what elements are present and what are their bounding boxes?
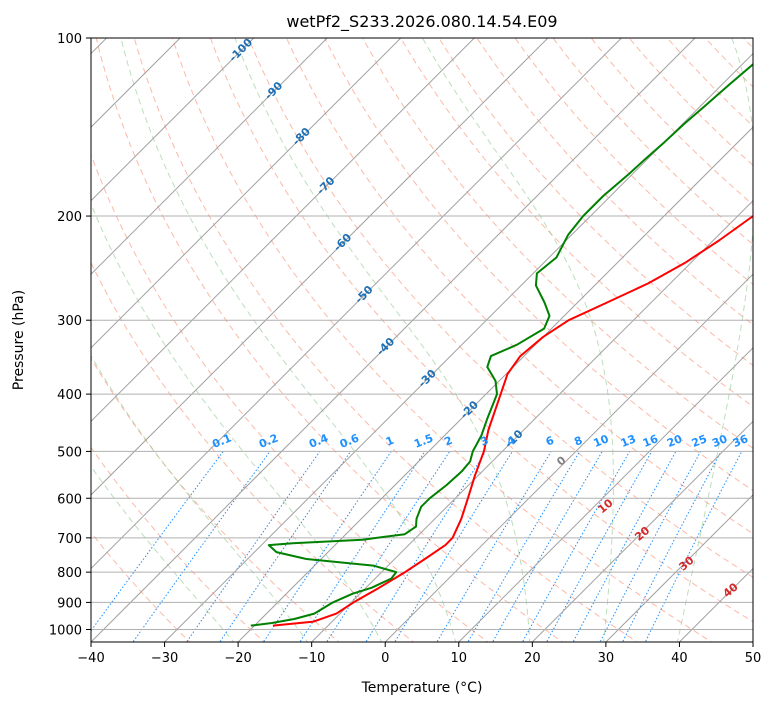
isotherm-line <box>458 347 753 642</box>
mixing-ratio-label: 20 <box>665 432 684 450</box>
chart-title: wetPf2_S233.2026.080.14.54.E09 <box>286 12 557 32</box>
mixing-ratio-line <box>622 451 722 642</box>
mixing-ratio-label: 13 <box>619 432 638 450</box>
x-tick-label: 40 <box>671 651 688 666</box>
dewpoint-profile <box>250 62 753 627</box>
plot-background <box>91 38 753 642</box>
isotherm-line <box>531 420 753 642</box>
x-axis: −40 −30 −20 −10 0 10 20 30 40 50 <box>77 642 761 666</box>
isotherm-line <box>91 38 328 275</box>
moist-adiabat-line <box>91 202 383 642</box>
x-tick-label: 10 <box>451 651 468 666</box>
y-tick-label: 100 <box>57 32 82 47</box>
mixing-ratio-line <box>394 451 513 642</box>
y-tick-label: 200 <box>57 210 82 225</box>
mixing-ratio-line <box>219 451 352 642</box>
mixing-ratio-label: 2 <box>442 434 454 449</box>
dry-adiabat-line <box>285 38 753 535</box>
mixing-ratio-line <box>492 451 603 642</box>
y-tick-label: 700 <box>57 532 82 547</box>
x-axis-label: Temperature (°C) <box>361 680 483 696</box>
mixing-ratio-line <box>599 451 702 642</box>
x-tick-label: −30 <box>151 651 178 666</box>
y-tick-label: 800 <box>57 566 82 581</box>
x-tick-label: −40 <box>77 651 104 666</box>
mixing-ratio-line <box>185 451 321 642</box>
y-axis-label: Pressure (hPa) <box>11 290 27 390</box>
mixing-ratio-label: 16 <box>641 432 660 450</box>
isotherm-line <box>752 641 753 642</box>
temperature-profile <box>272 214 753 627</box>
mixing-ratio-label: 8 <box>572 434 584 449</box>
y-tick-label: 600 <box>57 492 82 507</box>
isotherm-line <box>91 38 402 349</box>
dry-adiabat-line <box>91 153 489 642</box>
x-tick-label: 20 <box>524 651 541 666</box>
isotherm-line <box>91 38 696 642</box>
dry-adiabat-line <box>324 38 753 492</box>
mixing-ratio-label: 36 <box>731 432 750 450</box>
y-tick-label: 300 <box>57 314 82 329</box>
mixing-ratio-label: 25 <box>690 432 709 450</box>
mixing-ratio-label: 3 <box>479 434 491 449</box>
y-tick-label: 1000 <box>49 623 82 638</box>
mixing-ratio-line <box>436 451 552 642</box>
isotherm-line <box>605 494 753 642</box>
x-tick-label: 0 <box>381 651 389 666</box>
mixing-ratio-line <box>572 451 677 642</box>
x-tick-label: −10 <box>298 651 325 666</box>
dry-adiabat-line <box>768 25 775 645</box>
profile-lines <box>250 62 753 627</box>
y-tick-label: 400 <box>57 388 82 403</box>
mixing-ratio-line <box>91 451 224 632</box>
isotherm-line <box>91 38 549 496</box>
isotherm-line <box>310 199 753 642</box>
isotherm-line <box>91 38 255 202</box>
mixing-ratio-label: 30 <box>710 432 729 450</box>
x-tick-label: −20 <box>224 651 251 666</box>
dry-adiabat-line <box>91 261 415 642</box>
isotherm-line <box>91 38 623 570</box>
x-tick-label: 30 <box>598 651 615 666</box>
mixing-ratio-line <box>326 451 451 642</box>
y-axis: 1000 900 800 700 600 500 400 300 200 100 <box>49 32 91 638</box>
mixing-ratio-label: 1 <box>384 434 396 449</box>
y-tick-label: 900 <box>57 596 82 611</box>
y-tick-label: 500 <box>57 445 82 460</box>
isotherm-line <box>384 273 753 642</box>
dry-adiabat-line <box>514 38 753 285</box>
x-tick-label: 50 <box>745 651 762 666</box>
mixing-ratio-line <box>467 451 581 642</box>
mixing-ratio-label: 10 <box>592 432 611 450</box>
isotherm-line <box>91 38 476 423</box>
plot-frame <box>90 37 754 643</box>
